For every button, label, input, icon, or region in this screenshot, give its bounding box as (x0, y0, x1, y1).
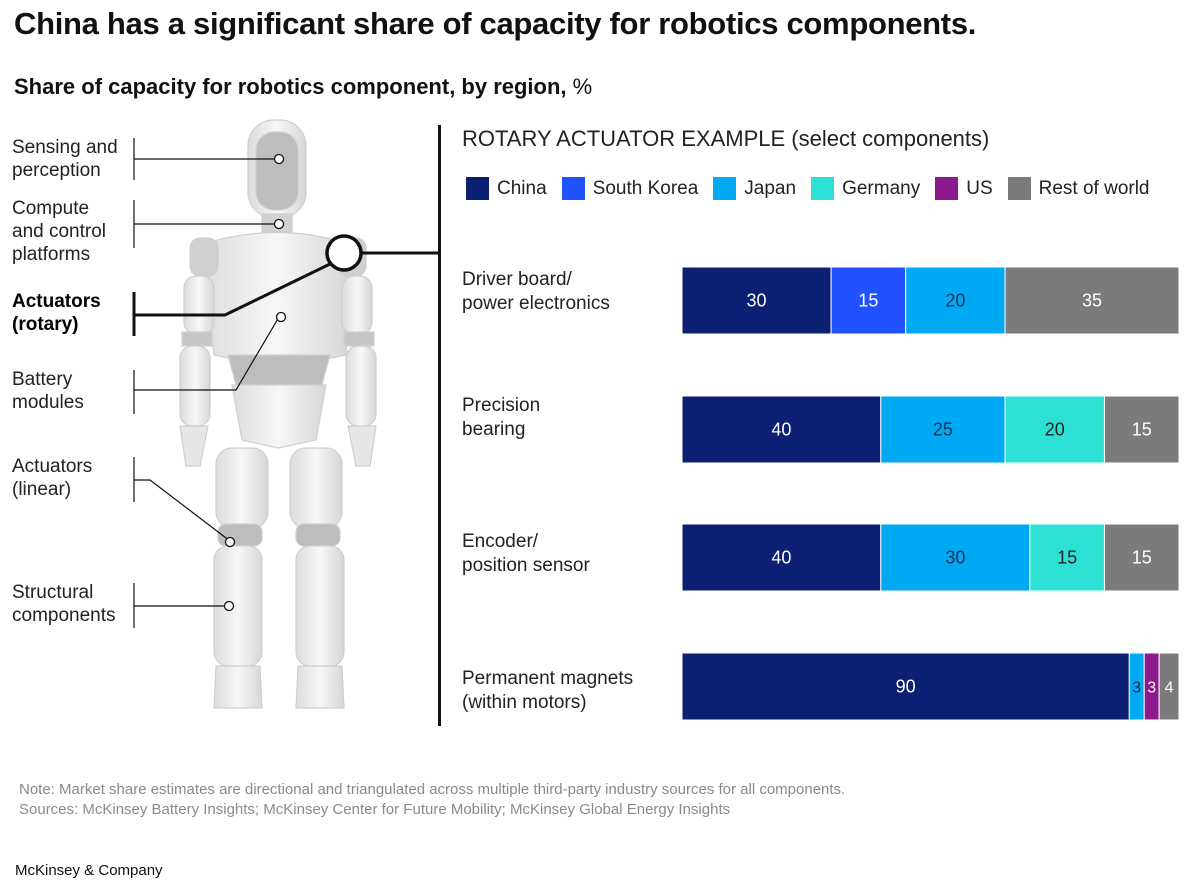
sources-text: Sources: McKinsey Battery Insights; McKi… (19, 801, 731, 818)
chart-footnote: Note: Market share estimates are directi… (19, 780, 845, 820)
legend-label: South Korea (592, 177, 699, 199)
bar-segment-japan-row-0 (905, 266, 1006, 335)
note-text: Note: Market share estimates are directi… (19, 781, 846, 798)
callout-rotary (132, 262, 331, 336)
bar-segment-germany-row-2 (1029, 523, 1105, 592)
bar-segment-rest-of-world-row-3 (1158, 652, 1180, 721)
data-label: 15 (858, 291, 878, 311)
legend-swatch (713, 177, 737, 200)
bar-segment-china-row-2 (681, 523, 882, 592)
legend-label: China (497, 177, 547, 199)
robot-body (179, 119, 377, 709)
chart-legend: China South Korea Japan Germany US Rest of wo… (466, 177, 1165, 200)
dot-compute (273, 218, 285, 230)
callout-sensing (133, 138, 279, 180)
legend-item-japan: Japan (713, 177, 796, 200)
label-structural-components: Structural components (12, 582, 116, 626)
bar-segment-japan-row-1 (880, 395, 1006, 464)
data-label: 40 (771, 548, 791, 568)
brand-name: McKinsey & Company (15, 862, 163, 879)
bar-segment-japan-row-2 (880, 523, 1031, 592)
section-title: ROTARY ACTUATOR EXAMPLE (select componen… (462, 126, 990, 151)
subtitle-unit: % (572, 74, 593, 99)
row-label-permanent-magnets: Permanent magnets (within motors) (462, 668, 634, 713)
row-label-driver-board: Driver board/ power electronics (462, 269, 610, 314)
data-label: 15 (1132, 548, 1152, 568)
legend-label: Japan (744, 177, 797, 199)
legend-item-us: US (935, 177, 993, 200)
dot-linear (224, 536, 236, 548)
data-label: 3 (1132, 680, 1141, 697)
vertical-divider (438, 125, 441, 726)
callout-structural (133, 583, 229, 628)
legend-label: Germany (842, 177, 921, 199)
bar-segment-china-row-3 (681, 652, 1130, 721)
bar-segment-china-row-1 (681, 395, 882, 464)
dot-sensing (273, 153, 285, 165)
callout-battery (133, 316, 280, 414)
data-label: 15 (1132, 420, 1152, 440)
legend-item-germany: Germany (811, 177, 920, 200)
legend-label: US (966, 177, 993, 199)
label-actuators-linear: Actuators (linear) (12, 456, 93, 500)
label-compute-control: Compute and control platforms (12, 198, 107, 265)
dot-structural (223, 600, 235, 612)
data-label: 40 (771, 420, 791, 440)
bar-segment-rest-of-world-row-0 (1004, 266, 1180, 335)
row-label-precision-bearing: Precision bearing (462, 395, 541, 440)
data-label: 4 (1165, 680, 1174, 697)
data-label: 25 (933, 420, 953, 440)
data-label: 35 (1082, 291, 1102, 311)
callout-compute (133, 200, 279, 248)
legend-swatch (561, 177, 585, 200)
bar-segment-south-korea-row-0 (830, 266, 907, 335)
bar-segment-rest-of-world-row-2 (1103, 523, 1180, 592)
robot-illustration (179, 119, 377, 709)
label-sensing-perception: Sensing and perception (12, 137, 118, 181)
legend-item-rest-of-world: Rest of world (1007, 177, 1150, 200)
legend-swatch (935, 177, 959, 200)
data-label: 15 (1057, 548, 1077, 568)
legend-swatch (811, 177, 835, 200)
chart-title: China has a significant share of capacit… (14, 6, 977, 41)
subtitle-text: Share of capacity for robotics component… (14, 74, 567, 99)
bar-segment-rest-of-world-row-1 (1103, 395, 1180, 464)
data-label: 90 (896, 677, 916, 697)
bar-segment-china-row-0 (681, 266, 832, 335)
label-actuators-rotary: Actuators (rotary) (12, 291, 101, 335)
legend-label: Rest of world (1038, 177, 1150, 199)
legend-item-south-korea: South Korea (561, 177, 699, 200)
bar-segment-germany-row-1 (1004, 395, 1105, 464)
data-label: 30 (945, 548, 965, 568)
rotary-highlight-ring (325, 234, 363, 272)
dot-battery (275, 311, 287, 323)
data-label: 30 (747, 291, 767, 311)
row-label-encoder: Encoder/ position sensor (462, 531, 590, 576)
callout-linear (133, 457, 231, 542)
data-label: 3 (1147, 680, 1156, 697)
chart-subtitle: Share of capacity for robotics component… (14, 74, 592, 100)
data-label: 20 (1045, 420, 1065, 440)
legend-item-china: China (466, 177, 547, 200)
legend-swatch (1007, 177, 1031, 200)
label-battery-modules: Battery modules (12, 369, 84, 413)
data-label: 20 (945, 291, 965, 311)
legend-swatch (466, 177, 489, 200)
